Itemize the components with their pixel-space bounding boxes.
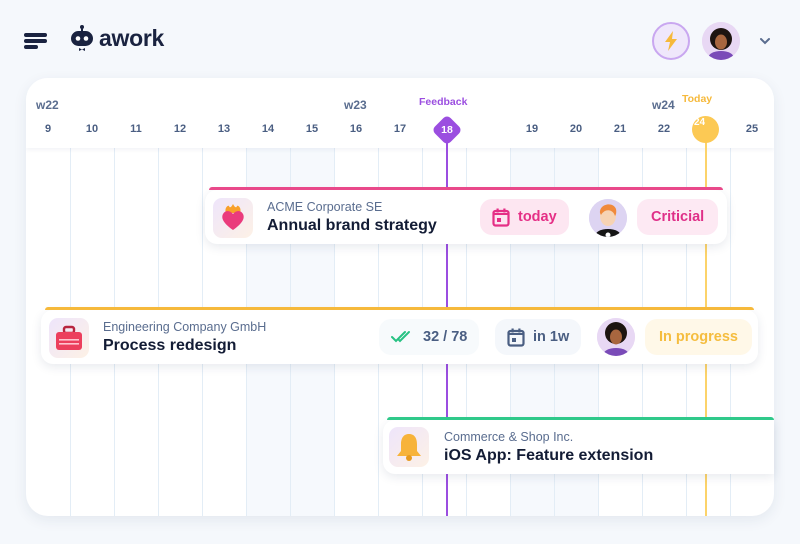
calendar-icon <box>507 328 525 347</box>
heart-fire-icon <box>222 204 244 230</box>
calendar-icon <box>492 208 510 227</box>
week-label: w24 <box>652 98 675 112</box>
task-card[interactable]: ACME Corporate SE Annual brand strategy … <box>205 187 727 244</box>
day-label: 14 <box>261 123 275 135</box>
robot-logo-icon <box>71 25 93 51</box>
bell-icon <box>397 434 421 461</box>
task-icon <box>49 318 89 358</box>
week-label: w22 <box>36 98 59 112</box>
hamburger-line <box>24 39 47 43</box>
avatar-person-icon <box>589 199 627 237</box>
day-label: 17 <box>393 123 407 135</box>
avatar-person-icon <box>702 22 740 60</box>
due-date-label: today <box>518 209 557 225</box>
day-label: 22 <box>657 123 671 135</box>
task-title: iOS App: Feature extension <box>444 447 654 464</box>
subtask-progress[interactable]: 32 / 78 <box>379 319 480 355</box>
hamburger-menu-icon <box>24 33 47 37</box>
user-avatar[interactable] <box>702 22 740 60</box>
avatar-person-icon <box>597 318 635 356</box>
timeline-header: w22 w23 w24 Feedback Today 9 10 11 12 13… <box>26 78 774 148</box>
assignee-avatar[interactable] <box>597 318 635 356</box>
day-label: 9 <box>44 123 52 135</box>
day-label: 15 <box>305 123 319 135</box>
double-check-icon <box>391 331 410 343</box>
app-logo[interactable]: awork <box>70 24 164 52</box>
task-bar <box>45 307 754 310</box>
chevron-down-icon[interactable] <box>758 34 772 48</box>
due-date-pill[interactable]: today <box>480 199 569 235</box>
task-title: Process redesign <box>103 337 237 354</box>
status-label: Criticial <box>651 209 705 225</box>
today-marker[interactable] <box>692 116 719 143</box>
day-label: 16 <box>349 123 363 135</box>
lightning-bolt-icon <box>665 31 677 51</box>
feedback-marker-label: Feedback <box>419 96 468 108</box>
day-label: 20 <box>569 123 583 135</box>
day-label: 12 <box>173 123 187 135</box>
status-label: In progress <box>659 329 738 345</box>
task-card[interactable]: Commerce & Shop Inc. iOS App: Feature ex… <box>383 417 774 474</box>
day-label: 11 <box>130 123 142 135</box>
task-client: ACME Corporate SE <box>267 200 383 214</box>
due-date-pill[interactable]: in 1w <box>495 319 582 355</box>
task-client: Commerce & Shop Inc. <box>444 430 574 444</box>
task-bar <box>387 417 774 420</box>
app-name: awork <box>99 24 164 51</box>
status-badge[interactable]: Criticial <box>637 199 719 235</box>
week-label: w23 <box>344 98 367 112</box>
day-label: 21 <box>613 123 627 135</box>
due-date-label: in 1w <box>533 329 570 345</box>
today-marker-label: Today <box>682 93 713 105</box>
task-card[interactable]: Engineering Company GmbH Process redesig… <box>41 307 758 364</box>
task-title: Annual brand strategy <box>267 217 437 234</box>
day-label: 19 <box>525 123 539 135</box>
task-bar <box>209 187 723 190</box>
today-day-number: 24 <box>694 117 706 128</box>
upgrade-button[interactable] <box>652 22 690 60</box>
day-label: 13 <box>217 123 231 135</box>
day-label: 10 <box>85 123 99 135</box>
menu-button[interactable] <box>24 31 48 49</box>
task-icon <box>213 198 253 238</box>
progress-label: 32 / 78 <box>423 329 468 345</box>
toolbox-icon <box>56 325 82 350</box>
task-client: Engineering Company GmbH <box>103 320 267 334</box>
task-icon <box>389 427 429 467</box>
assignee-avatar[interactable] <box>589 199 627 237</box>
status-badge[interactable]: In progress <box>645 319 752 355</box>
day-label: 25 <box>745 123 759 135</box>
hamburger-line <box>24 45 38 49</box>
feedback-day-number: 18 <box>441 124 453 136</box>
